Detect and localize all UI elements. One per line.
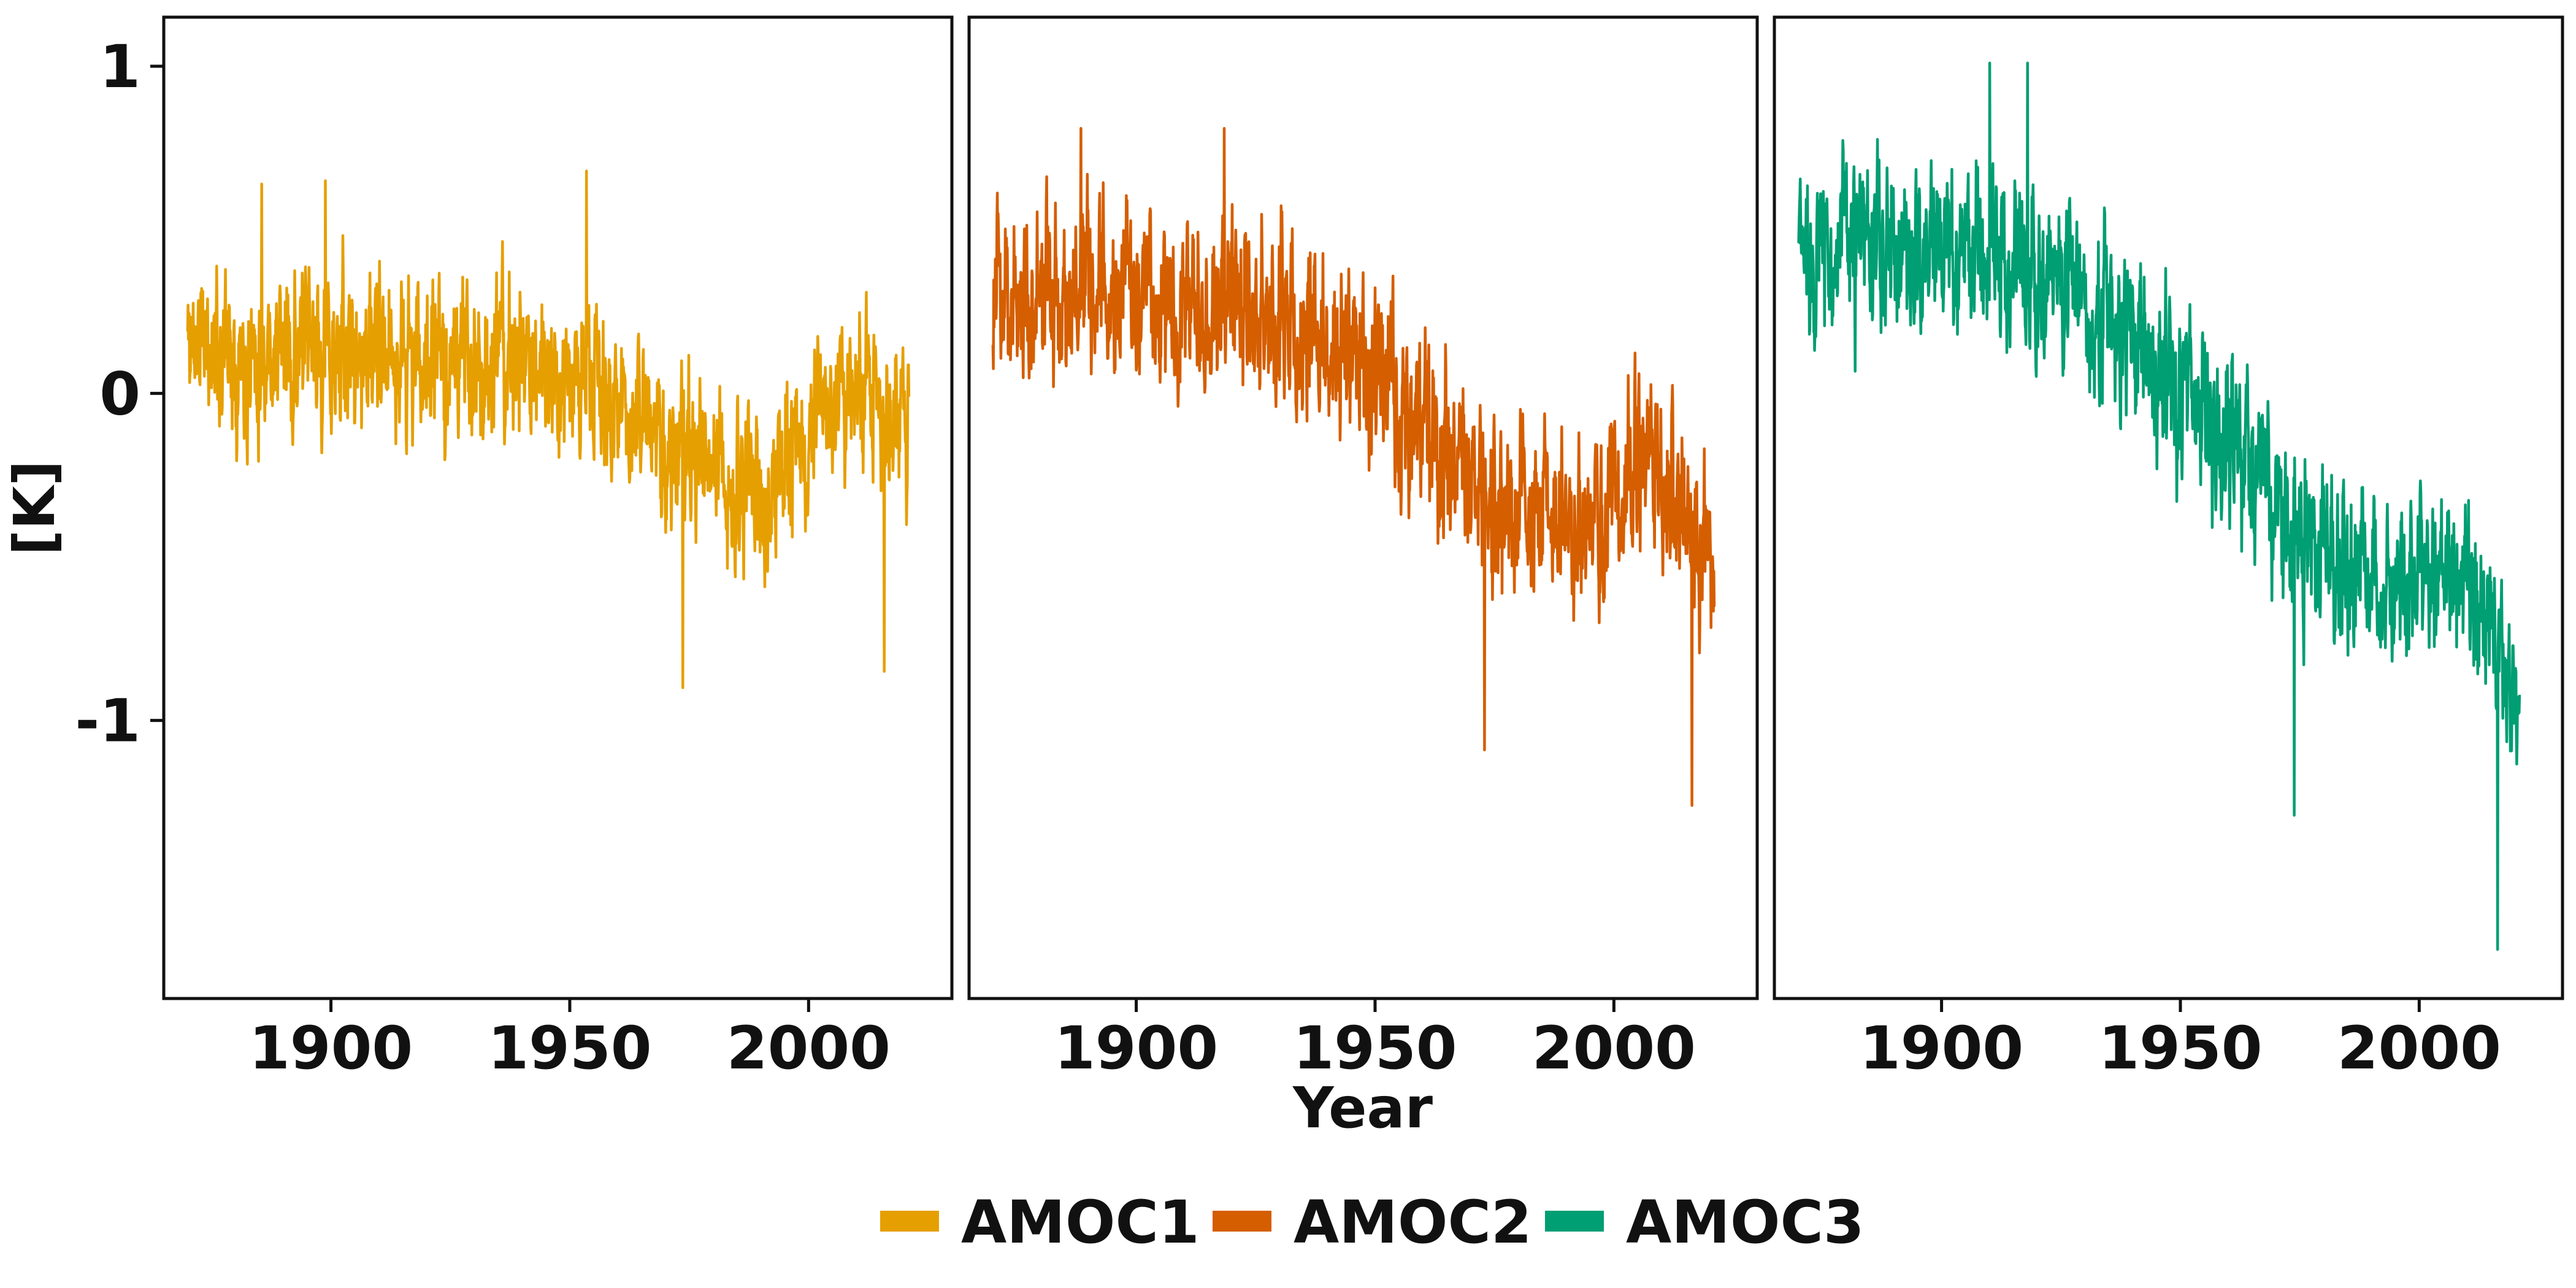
series-line [186,169,911,689]
x-axis-label: Year [1292,1075,1433,1141]
x-tick-label: 2000 [1532,1014,1696,1083]
y-axis-label: [K] [2,460,67,555]
x-tick-label: 1900 [249,1014,413,1083]
series-line [1797,61,2521,951]
legend-label: AMOC2 [1294,1188,1532,1257]
legend-swatch [880,1211,939,1232]
legend-item: AMOC3 [1545,1188,1865,1257]
legend-label: AMOC1 [961,1188,1200,1257]
panel-amoc2: 1900 1950 2000 [967,15,1759,1083]
x-tick-label: 1950 [488,1014,651,1083]
legend-swatch [1545,1211,1604,1232]
x-tick-label: 1900 [1860,1014,2023,1083]
x-tick-label: 1900 [1054,1014,1218,1083]
legend-item: AMOC1 [880,1188,1200,1257]
legend: AMOC1 AMOC2 AMOC3 [880,1188,1865,1257]
panel-amoc1: 1900 1950 2000 1 0 -1 [75,15,954,1083]
x-tick-label: 1950 [1293,1014,1457,1083]
legend-swatch [1213,1211,1271,1232]
y-tick-label: 0 [99,359,140,428]
legend-label: AMOC3 [1626,1188,1865,1257]
panel-frame [967,15,1759,1000]
y-tick-label: 1 [99,33,140,101]
panel-amoc3: 1900 1950 2000 [1773,15,2564,1083]
x-tick-label: 2000 [2337,1014,2501,1083]
x-tick-label: 1950 [2098,1014,2262,1083]
legend-item: AMOC2 [1213,1188,1532,1257]
panel-frame [1773,15,2564,1000]
series-line [991,127,1716,807]
x-tick-label: 2000 [727,1014,891,1083]
panel-frame [162,15,954,1000]
y-tick-label: -1 [75,687,140,756]
